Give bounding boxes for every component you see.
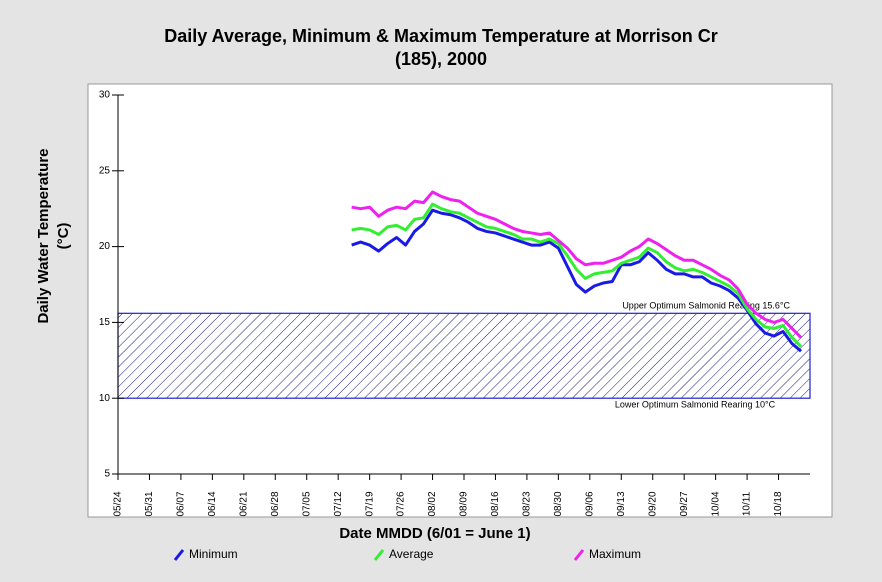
x-tick-label: 08/09 <box>459 491 470 516</box>
y-tick-label: 30 <box>99 90 111 101</box>
x-tick-label: 09/06 <box>584 491 595 516</box>
series-line <box>351 208 802 353</box>
plot-panel <box>87 83 833 518</box>
x-tick-label: 09/20 <box>647 491 658 516</box>
x-tick-label: 07/05 <box>301 491 312 516</box>
x-tick-label: 08/16 <box>490 491 501 516</box>
legend-label: Maximum <box>589 547 641 561</box>
series-line <box>351 190 803 339</box>
y-axis-label: Daily Water Temperature <box>35 148 52 323</box>
x-tick-label: 10/11 <box>742 491 753 516</box>
y-tick-label: 25 <box>99 165 111 176</box>
x-axis-label: Date MMDD (6/01 = June 1) <box>339 525 530 542</box>
legend-label: Minimum <box>189 547 238 561</box>
x-tick-label: 10/18 <box>773 491 784 516</box>
x-tick-label: 08/30 <box>553 491 564 516</box>
series-line <box>351 202 803 348</box>
legend-swatch <box>173 549 185 561</box>
x-tick-label: 06/28 <box>270 491 281 516</box>
y-axis-label: (°C) <box>55 223 72 250</box>
x-tick-label: 06/07 <box>176 491 187 516</box>
x-tick-label: 05/24 <box>113 491 124 516</box>
x-tick-label: 06/21 <box>238 491 249 516</box>
x-tick-label: 09/13 <box>616 491 627 516</box>
x-tick-label: 08/02 <box>427 491 438 516</box>
x-tick-label: 06/14 <box>207 491 218 516</box>
x-tick-label: 07/12 <box>333 491 344 516</box>
y-tick-label: 5 <box>104 469 110 480</box>
legend-swatch <box>573 549 585 561</box>
legend-swatch <box>373 549 385 561</box>
legend-label: Average <box>389 547 434 561</box>
y-tick-label: 20 <box>99 241 111 252</box>
y-tick-label: 10 <box>99 393 111 404</box>
optimum-band <box>117 312 811 399</box>
chart-title: Daily Average, Minimum & Maximum Tempera… <box>164 26 717 46</box>
band-label: Lower Optimum Salmonid Rearing 10°C <box>615 400 776 410</box>
x-tick-label: 07/26 <box>396 491 407 516</box>
y-tick-label: 15 <box>99 317 111 328</box>
x-tick-label: 05/31 <box>144 491 155 516</box>
chart-title: (185), 2000 <box>395 49 487 69</box>
band-label: Upper Optimum Salmonid Rearing 15.6°C <box>622 301 790 311</box>
x-tick-label: 10/04 <box>710 491 721 516</box>
x-tick-label: 08/23 <box>522 491 533 516</box>
x-tick-label: 09/27 <box>679 491 690 516</box>
x-tick-label: 07/19 <box>364 491 375 516</box>
